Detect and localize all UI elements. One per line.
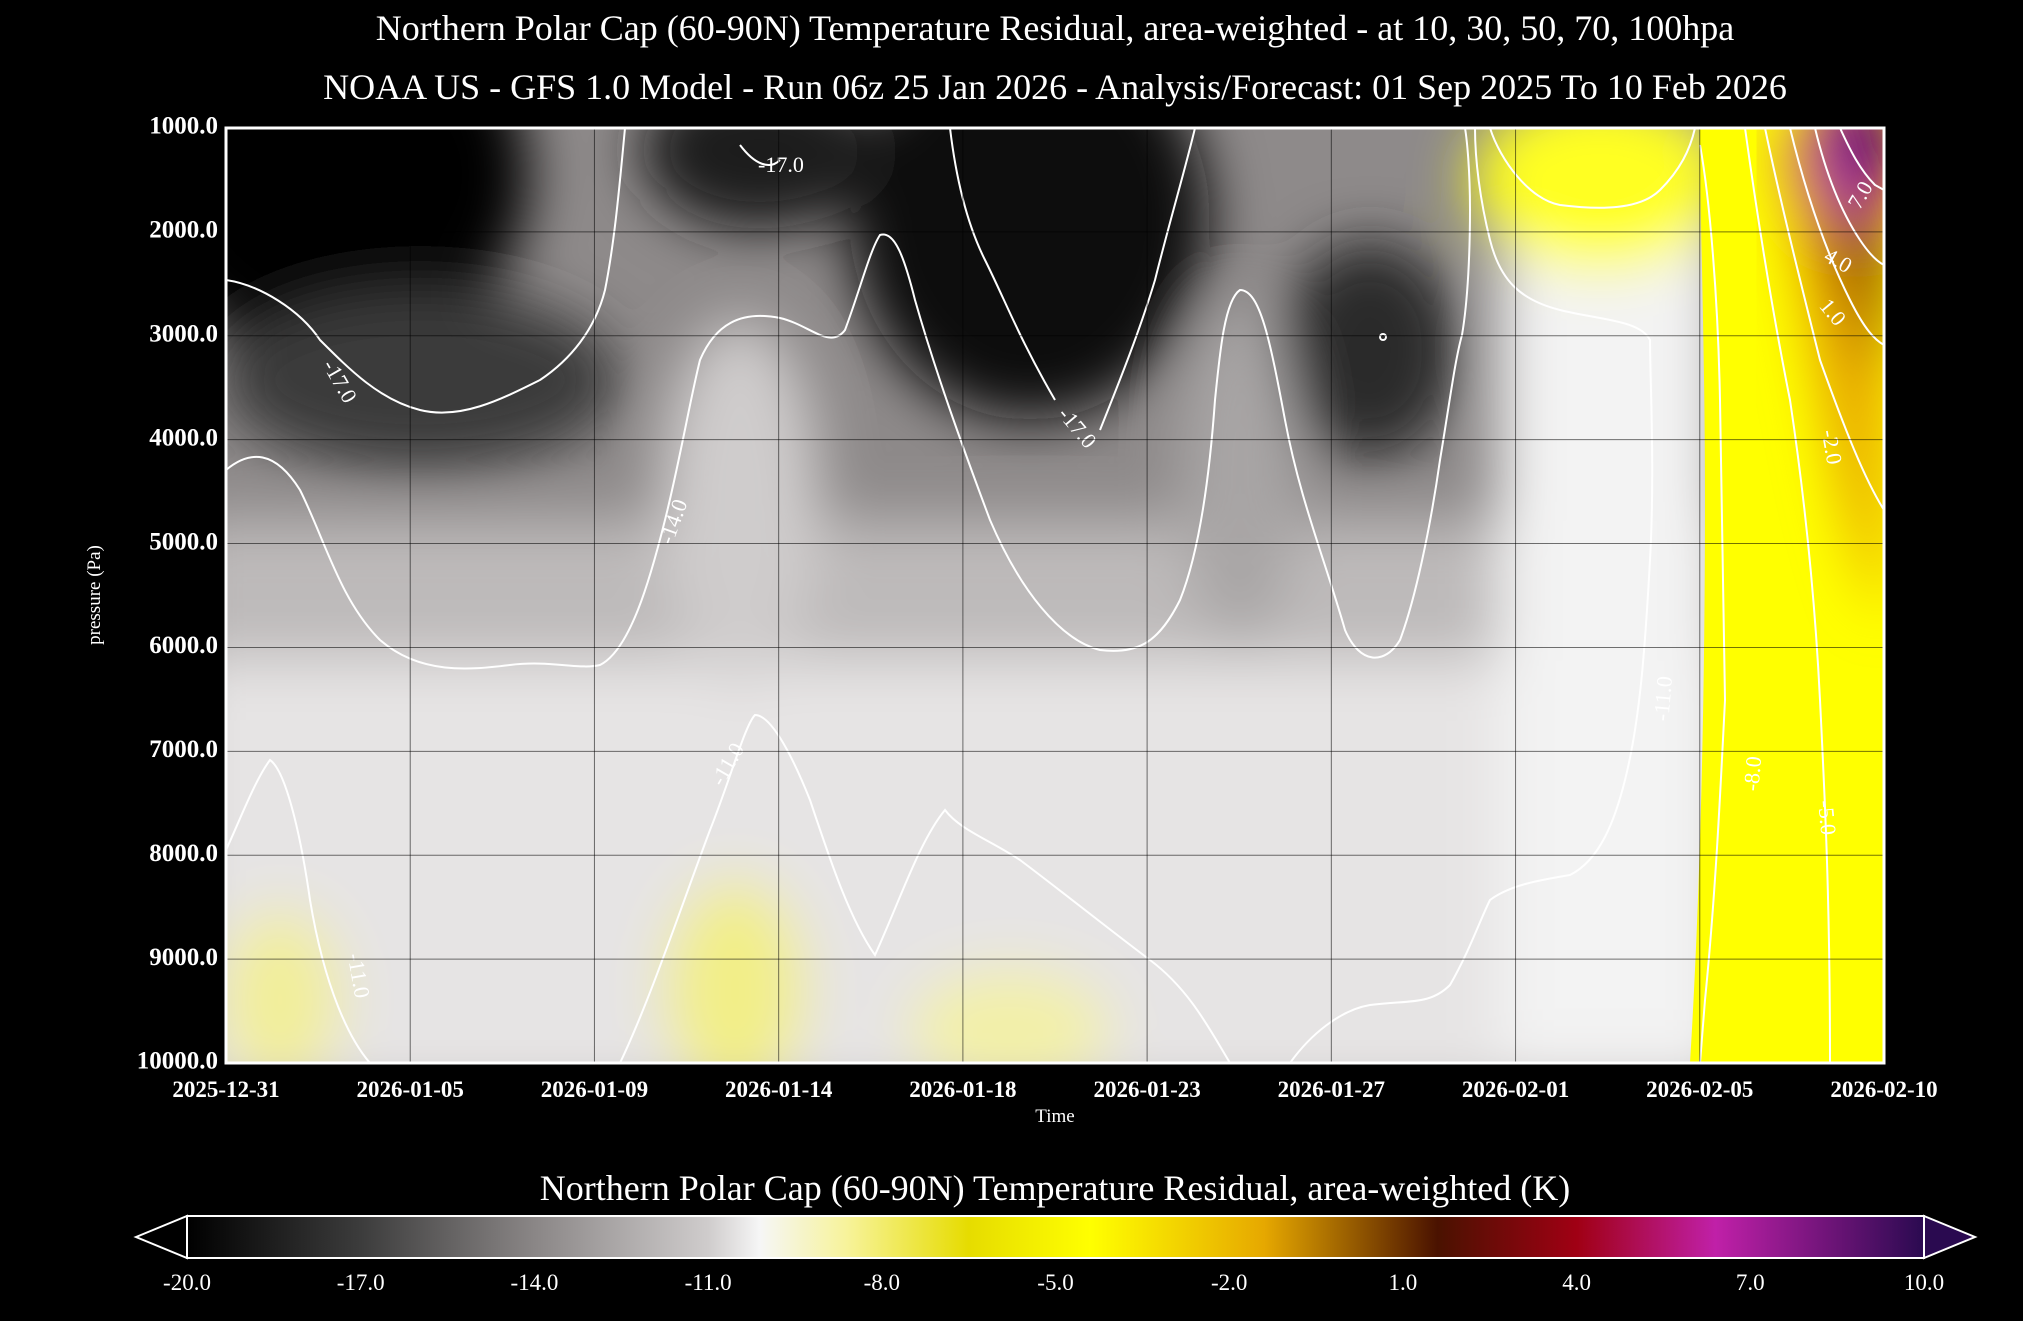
- x-tick-label: 2026-02-01: [1462, 1077, 1569, 1102]
- x-tick-labels: 2025-12-31 2026-01-05 2026-01-09 2026-01-14…: [172, 1077, 1937, 1102]
- y-tick-label: 6000.0: [149, 632, 218, 659]
- contour-minus11-a: [226, 758, 371, 1063]
- y-tick-label: 7000.0: [149, 736, 218, 763]
- contour-label: -8.0: [1738, 755, 1766, 792]
- y-tick-label: 9000.0: [149, 944, 218, 971]
- plot-frame: [224, 126, 1886, 1065]
- contour-minus2: [1764, 128, 1884, 511]
- colorbar-tick-label: -5.0: [1037, 1270, 1073, 1295]
- x-tick-label: 2026-01-14: [725, 1077, 833, 1102]
- colorbar-right-arrow: [1923, 1214, 1978, 1260]
- x-tick-label: 2026-01-09: [541, 1077, 648, 1102]
- contour-plus1: [1789, 128, 1884, 346]
- chart-title: Northern Polar Cap (60-90N) Temperature …: [376, 8, 1734, 48]
- colorbar-tick-label: -11.0: [685, 1270, 732, 1295]
- y-tick-label: 8000.0: [149, 840, 218, 867]
- colorbar-tick-label: -17.0: [337, 1270, 385, 1295]
- contour-minus8: [1699, 144, 1727, 1063]
- colorbar-tick-label: -8.0: [864, 1270, 900, 1295]
- contour-label: -2.0: [1817, 428, 1848, 467]
- x-tick-label: 2026-01-23: [1093, 1077, 1200, 1102]
- chart-subtitle: NOAA US - GFS 1.0 Model - Run 06z 25 Jan…: [323, 67, 1787, 107]
- y-axis-label: pressure (Pa): [84, 545, 105, 645]
- x-tick-label: 2026-01-05: [357, 1077, 464, 1102]
- contour-minus5: [1744, 128, 1831, 1063]
- x-tick-label: 2026-02-05: [1646, 1077, 1753, 1102]
- y-tick-label: 2000.0: [149, 217, 218, 244]
- colorbar-tick-label: 10.0: [1904, 1270, 1944, 1295]
- colorbar: [186, 1215, 1925, 1259]
- contour-minus11-c: [1289, 128, 1654, 1063]
- colorbar-tick-label: 4.0: [1562, 1270, 1591, 1295]
- colorbar-tick-label: 1.0: [1389, 1270, 1418, 1295]
- colorbar-left-arrow: [133, 1214, 188, 1260]
- y-tick-label: 3000.0: [149, 321, 218, 348]
- y-tick-labels: 1000.0 2000.0 3000.0 4000.0 5000.0 6000.0 7000…: [137, 113, 218, 1075]
- contour-minus17-top: [739, 144, 781, 166]
- y-tick-label: 1000.0: [149, 113, 218, 140]
- x-tick-label: 2026-01-18: [909, 1077, 1016, 1102]
- contour-minus17-mid: [949, 128, 1196, 431]
- contour-plus7: [1839, 128, 1884, 191]
- colorbar-tick-label: -20.0: [163, 1270, 211, 1295]
- x-axis-label: Time: [1035, 1106, 1074, 1127]
- colorbar-tick-label: -2.0: [1211, 1270, 1247, 1295]
- contour-label: -11.0: [1648, 675, 1677, 722]
- y-tick-label: 4000.0: [149, 424, 218, 451]
- x-tick-label: 2026-01-27: [1278, 1077, 1385, 1102]
- contour-label: -5.0: [1813, 799, 1841, 836]
- colorbar-tick-labels: -20.0 -17.0 -14.0 -11.0 -8.0 -5.0 -2.0 1.0 4.0 7.…: [163, 1270, 1944, 1295]
- y-tick-label: 5000.0: [149, 528, 218, 555]
- contour-minus14: [226, 128, 1472, 670]
- contour-label: -17.0: [758, 152, 804, 177]
- contour-lines: [226, 128, 1884, 1063]
- contour-minus11-b: [619, 713, 1231, 1063]
- contour-small-loop: [1379, 333, 1387, 341]
- colorbar-tick-label: -14.0: [510, 1270, 558, 1295]
- x-tick-label: 2026-02-10: [1830, 1077, 1937, 1102]
- heatmap-field: [226, 128, 1884, 1063]
- colorbar-title: Northern Polar Cap (60-90N) Temperature …: [540, 1168, 1570, 1208]
- colorbar-tick-label: 7.0: [1736, 1270, 1765, 1295]
- x-tick-label: 2025-12-31: [172, 1077, 279, 1102]
- y-tick-label: 10000.0: [137, 1048, 218, 1075]
